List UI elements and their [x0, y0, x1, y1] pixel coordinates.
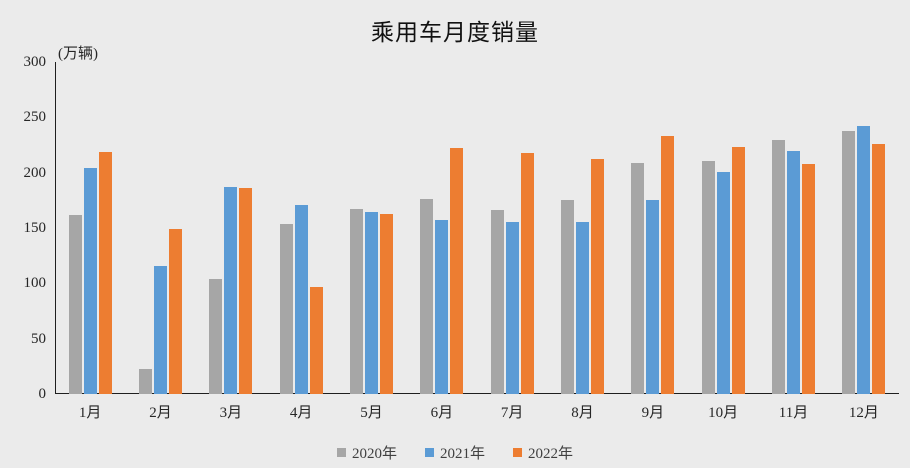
bar-group-5月 [336, 62, 406, 394]
y-axis-unit-label: (万辆) [58, 46, 98, 62]
bar-2020年-2月 [138, 369, 152, 394]
bar-2021年-5月 [364, 211, 378, 394]
bar-2022年-9月 [661, 135, 675, 394]
bar-2021年-6月 [435, 220, 449, 394]
bar-2020年-8月 [560, 199, 574, 394]
bar-2022年-4月 [309, 287, 323, 394]
x-tick-label-5月: 5月 [360, 405, 383, 421]
x-tick-label-8月: 8月 [571, 405, 594, 421]
bar-2021年-7月 [505, 222, 519, 394]
bar-2021年-11月 [786, 151, 800, 394]
legend-item-2021年: 2021年 [424, 442, 485, 463]
x-tick-label-12月: 12月 [848, 405, 879, 421]
x-tick-label-7月: 7月 [500, 405, 524, 421]
bar-2020年-9月 [631, 162, 645, 394]
x-tick-label-2月: 2月 [149, 405, 172, 421]
bar-2022年-1月 [98, 152, 112, 394]
bar-2020年-11月 [771, 139, 785, 394]
bar-group-2月 [125, 62, 195, 394]
bar-2022年-6月 [450, 148, 464, 394]
y-tick-label: 300 [23, 54, 47, 70]
bar-2020年-7月 [490, 209, 504, 394]
bar-2021年-2月 [153, 266, 167, 394]
bar-2022年-7月 [520, 153, 534, 394]
bar-2022年-12月 [872, 143, 886, 394]
x-tick-label-11月: 11月 [778, 405, 809, 421]
bar-group-10月 [688, 62, 758, 394]
x-tick-label-10月: 10月 [708, 405, 739, 421]
bar-2022年-5月 [379, 214, 393, 394]
legend-label-2022年: 2022年 [528, 446, 574, 462]
bar-2021年-12月 [857, 125, 871, 394]
x-tick-label-9月: 9月 [641, 405, 665, 421]
bar-2020年-6月 [420, 198, 434, 394]
bar-2020年-3月 [209, 278, 223, 394]
bar-group-11月 [758, 62, 828, 394]
bar-2021年-10月 [716, 171, 730, 394]
legend: 2020年 2021年 2022年 [0, 442, 910, 463]
bar-group-8月 [547, 62, 617, 394]
bar-group-4月 [266, 62, 336, 394]
legend-label-2021年: 2021年 [439, 446, 485, 462]
bar-2020年-5月 [349, 208, 363, 394]
legend-label-2020年: 2020年 [351, 446, 397, 462]
x-tick-label-6月: 6月 [430, 405, 454, 421]
y-tick-label: 250 [23, 109, 47, 126]
y-tick-label: 0 [38, 386, 47, 402]
bar-2021年-3月 [224, 186, 238, 394]
bar-group-9月 [618, 62, 688, 394]
bar-2021年-9月 [646, 200, 660, 394]
legend-swatch-2020年 [336, 448, 346, 457]
y-tick-label: 150 [23, 220, 47, 236]
bar-group-7月 [477, 62, 547, 394]
bar-2021年-4月 [294, 205, 308, 394]
bar-2022年-2月 [168, 229, 182, 394]
bar-2020年-4月 [279, 224, 293, 394]
legend-item-2020年: 2020年 [336, 442, 397, 463]
legend-swatch-2021年 [424, 448, 434, 457]
y-tick-label: 100 [23, 275, 47, 292]
x-tick-label-3月: 3月 [219, 405, 243, 421]
bar-group-1月 [55, 62, 125, 394]
bar-group-12月 [829, 62, 899, 394]
y-tick-label: 50 [31, 330, 46, 347]
chart-title: 乘用车月度销量 [371, 20, 539, 45]
bar-group-6月 [407, 62, 477, 394]
x-tick-label-4月: 4月 [289, 405, 313, 421]
bar-2020年-12月 [842, 131, 856, 394]
bar-2022年-11月 [801, 164, 815, 394]
bar-2022年-10月 [731, 147, 745, 394]
bar-2020年-1月 [68, 215, 82, 394]
bar-2020年-10月 [701, 160, 715, 394]
bar-2022年-3月 [239, 187, 253, 394]
bar-2022年-8月 [590, 158, 604, 394]
x-tick-label-1月: 1月 [78, 405, 102, 421]
y-tick-label: 200 [23, 164, 47, 181]
plot-area [55, 62, 899, 394]
bar-2021年-8月 [575, 222, 589, 394]
legend-item-2022年: 2022年 [513, 442, 573, 463]
bar-group-3月 [196, 62, 266, 394]
legend-swatch-2022年 [513, 448, 522, 457]
bar-2021年-1月 [83, 167, 97, 394]
